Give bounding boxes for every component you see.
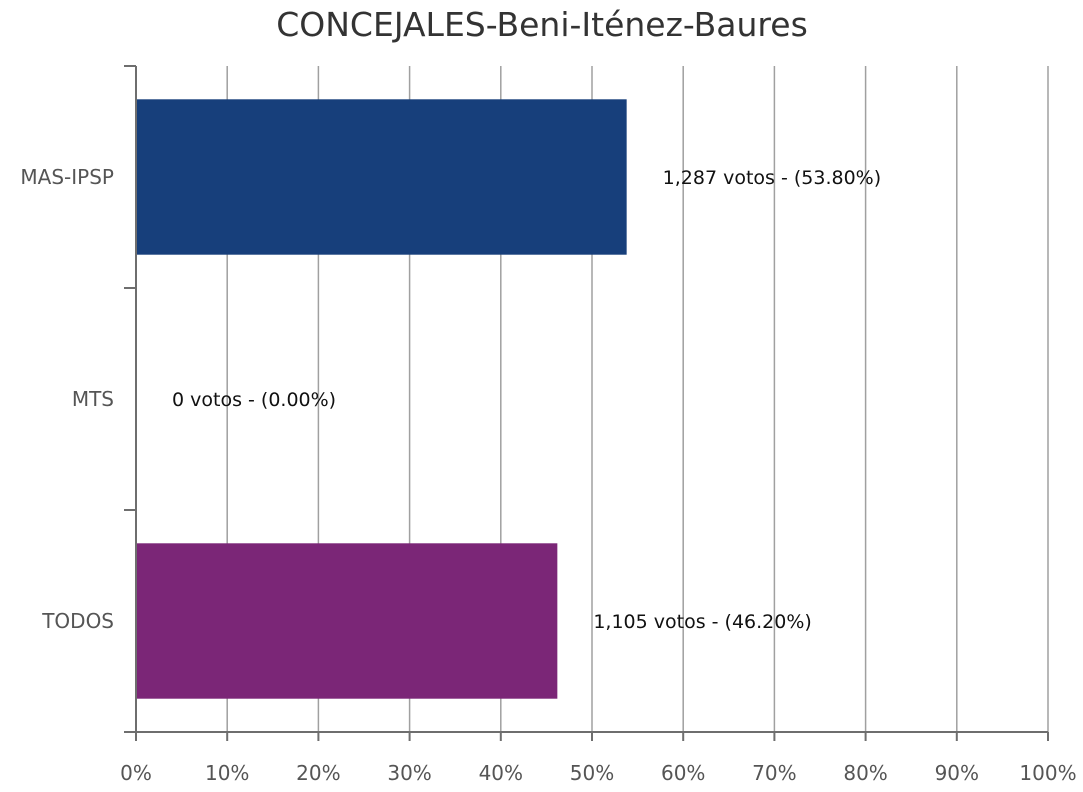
category-label: MAS-IPSP <box>20 165 114 189</box>
bar-mas-ipsp <box>136 99 627 255</box>
chart-title: CONCEJALES-Beni-Iténez-Baures <box>276 5 808 44</box>
x-tick-label: 70% <box>752 761 796 785</box>
category-label: MTS <box>72 387 114 411</box>
category-label: TODOS <box>41 609 114 633</box>
axes <box>124 65 1049 741</box>
x-tick-label: 50% <box>570 761 614 785</box>
x-tick-label: 30% <box>387 761 431 785</box>
data-label: 1,105 votos - (46.20%) <box>593 611 811 633</box>
data-label: 0 votos - (0.00%) <box>172 389 336 411</box>
bar-todos <box>136 543 558 699</box>
bars <box>136 99 627 699</box>
x-tick-label: 100% <box>1019 761 1076 785</box>
x-tick-label: 80% <box>843 761 887 785</box>
x-tick-label: 60% <box>661 761 705 785</box>
x-tick-labels: 0% 10% 20% 30% 40% 50% 60% 70% 80% 90% 100% <box>120 761 1076 785</box>
x-tick-label: 10% <box>205 761 249 785</box>
x-tick-label: 90% <box>935 761 979 785</box>
category-labels: MAS-IPSP MTS TODOS <box>20 165 114 633</box>
x-tick-label: 20% <box>296 761 340 785</box>
data-label: 1,287 votos - (53.80%) <box>663 167 881 189</box>
x-tick-label: 40% <box>479 761 523 785</box>
x-tick-label: 0% <box>120 761 152 785</box>
data-labels: 1,287 votos - (53.80%) 0 votos - (0.00%) 1… <box>172 167 881 633</box>
